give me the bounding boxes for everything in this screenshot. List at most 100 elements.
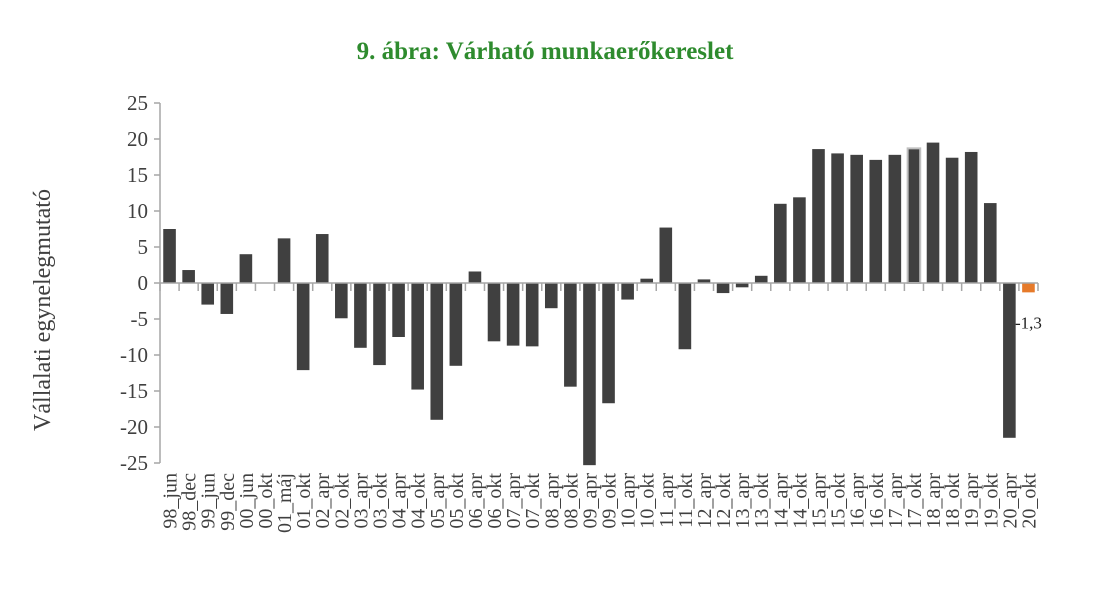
x-tick-label: 01_máj [274,473,296,533]
bar [716,283,730,294]
bar [220,283,234,314]
x-tick-label: 15_apr [809,473,831,529]
bar [163,229,176,283]
bar [525,283,539,347]
x-tick-label: 16_okt [866,473,888,529]
x-tick-label: 10_apr [618,473,640,529]
bar [583,283,596,466]
bar [564,283,577,387]
x-tick-label: 17_apr [885,473,907,529]
bar [659,227,673,283]
x-tick-label: 05_okt [446,473,468,529]
y-tick-label: 25 [127,91,148,115]
bar [793,197,806,283]
y-tick-label: -5 [131,307,149,331]
bar [602,283,615,404]
x-tick-label: 18_apr [923,473,945,529]
x-tick-label: 12_apr [694,473,716,529]
bar [335,283,348,319]
bar [1022,283,1035,293]
bar [296,283,310,371]
x-tick-label: 08_apr [541,473,563,529]
x-tick-label: 14_apr [770,473,792,529]
bar [906,147,922,284]
y-axis: 25 20 15 10 5 0 -5 -10 -15 -20 -25 [120,91,161,475]
y-tick-label: 5 [138,235,149,259]
x-tick-label: 03_okt [370,473,392,529]
x-tick-label: 16_apr [847,473,869,529]
x-tick-label: 98_dec [179,473,201,531]
x-tick-label: 06_apr [465,473,487,529]
y-tick-label: -10 [120,343,148,367]
bar [850,154,863,283]
chart-title: 9. ábra: Várható munkaerőkereslet [357,38,734,65]
bar [888,154,902,283]
x-tick-label: 05_apr [427,473,449,529]
bar [544,283,558,309]
x-tick-label: 11_apr [656,473,678,528]
bar [449,283,463,366]
bar [678,283,692,350]
bar [774,203,787,283]
bar [964,151,978,283]
x-tick-label: 10_okt [637,473,659,529]
x-tick-label: 20_okt [1018,473,1040,529]
data-labels: -1,3 [1015,313,1042,332]
bar [277,238,291,283]
bar [640,278,654,283]
x-tick-label: 04_apr [389,473,411,529]
x-tick-labels: 98_jun98_dec99_jun99_dec00_jun00_okt01_m… [160,473,1041,533]
x-tick-label: 06_okt [484,473,506,529]
x-tick-label: 15_okt [828,473,850,529]
bar [926,142,940,283]
bar [506,283,520,346]
x-tick-label: 18_okt [942,473,964,529]
x-tick-label: 98_jun [160,473,182,529]
bars [163,142,1035,466]
x-tick-label: 14_okt [789,473,811,529]
x-tick-label: 04_okt [408,473,430,529]
y-tick-label: -20 [120,415,148,439]
x-axis [159,282,1039,291]
x-tick-label: 09_okt [599,473,621,529]
bar [735,283,749,288]
bar [354,283,367,348]
bar [468,271,482,283]
x-tick-label: 09_apr [579,473,601,529]
bar [697,279,711,283]
bar [373,283,386,366]
x-tick-label: 11_okt [675,473,697,528]
bar [239,254,253,283]
x-tick-label: 13_apr [732,473,754,529]
x-tick-label: 07_okt [522,473,544,529]
y-tick-label: 0 [138,271,149,295]
y-tick-label: -15 [120,379,148,403]
bar [754,275,768,283]
y-tick-label: 20 [127,127,148,151]
bar [201,283,215,305]
bar [1003,283,1016,438]
x-tick-label: 12_okt [713,473,735,529]
bar [182,270,195,283]
bar [392,283,405,337]
bar [812,149,825,283]
bar [621,283,634,300]
x-tick-label: 01_okt [293,473,315,529]
x-tick-label: 03_apr [350,473,372,529]
x-tick-label: 02_okt [331,473,353,529]
x-tick-label: 00_okt [255,473,277,529]
bar [831,153,844,283]
y-axis-label: Vállalati egynelegmutató [30,189,56,431]
bar [487,283,501,342]
bar [315,234,329,283]
y-tick-label: -25 [120,451,148,475]
x-tick-label: 02_apr [312,473,334,529]
x-tick-label: 08_okt [560,473,582,529]
bar [983,203,997,283]
x-tick-label: 13_okt [751,473,773,529]
x-tick-label: 07_apr [503,473,525,529]
bar [411,283,424,390]
bar [945,157,959,283]
x-tick-label: 19_apr [961,473,983,529]
